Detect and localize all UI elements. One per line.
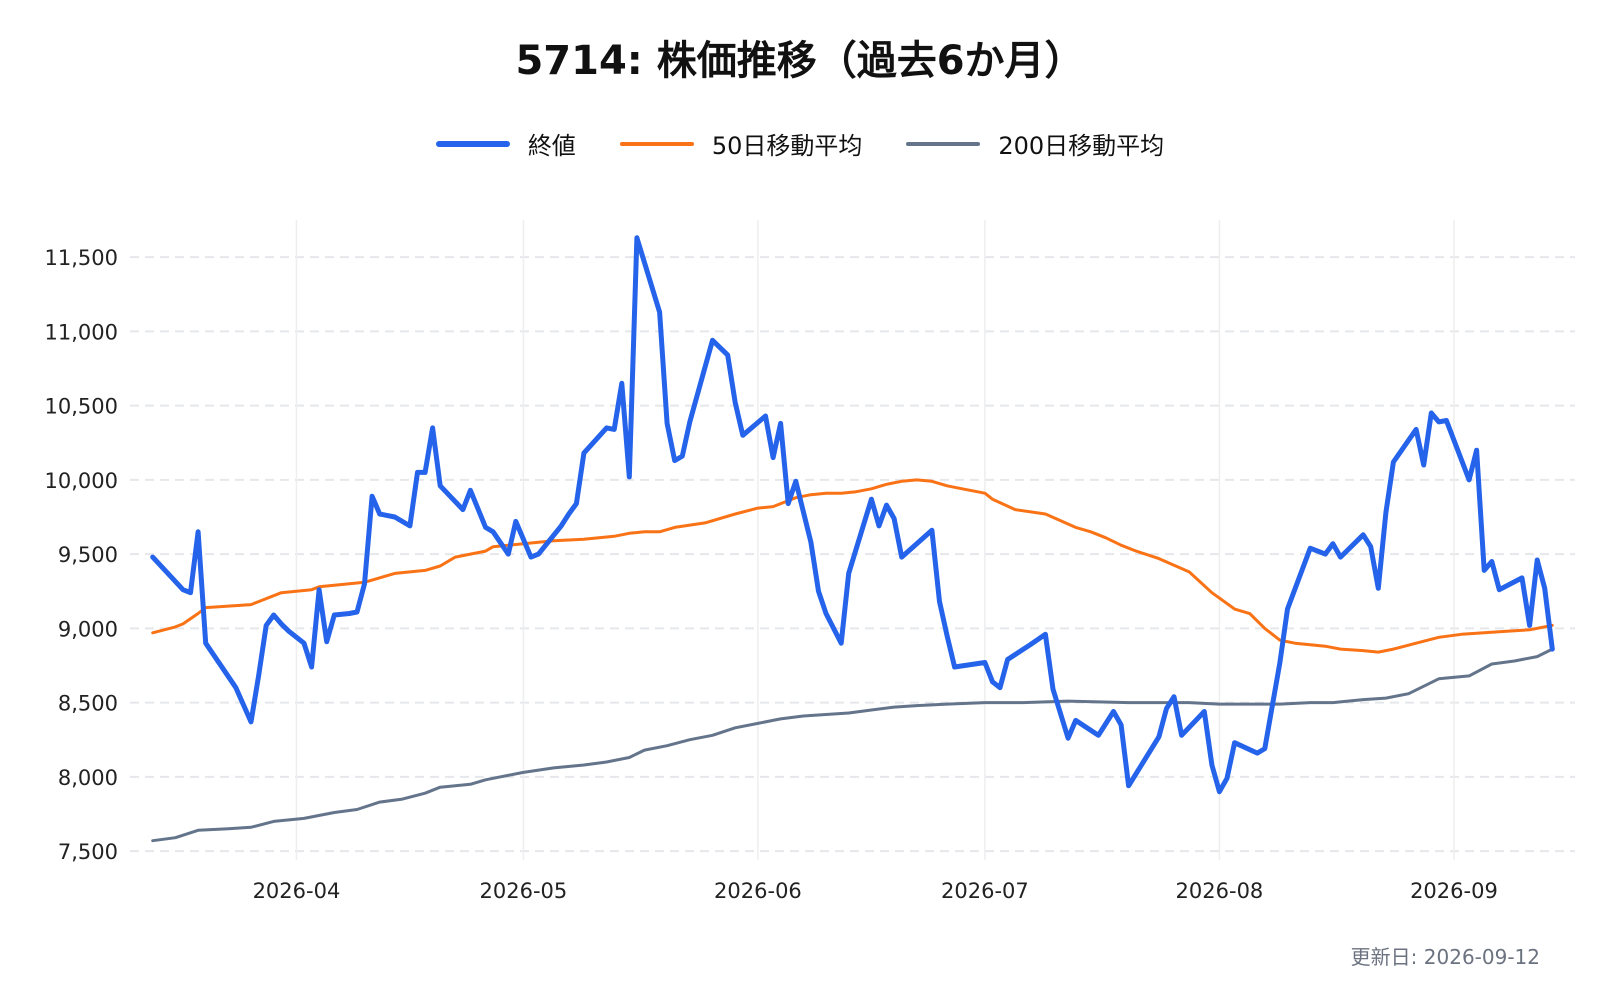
y-tick-label: 9,000 [58,617,118,641]
y-tick-label: 11,000 [45,320,118,344]
legend-label-close: 終値 [527,132,576,160]
y-tick-label: 8,500 [58,692,118,716]
legend-swatch-close [435,140,510,147]
series-line-ma200 [151,647,1554,843]
x-tick-label: 2026-06 [714,879,802,903]
series-line-ma50 [151,478,1554,654]
x-tick-label: 2026-07 [941,879,1029,903]
y-tick-label: 11,500 [45,246,118,270]
x-axis-ticks: 2026-04 2026-05 2026-06 2026-07 2026-08 2026-… [253,879,1498,903]
y-tick-label: 7,500 [58,840,118,864]
legend-item-ma200: 200日移動平均 [906,126,1164,161]
y-axis-ticks: 7,500 8,000 8,500 9,000 9,500 10,000 10,500 11,… [45,246,118,864]
legend-swatch-ma200 [906,141,981,146]
series-line-close [150,235,1555,795]
chart-title: 5714: 株価推移（過去6か月） [515,38,1085,84]
x-tick-label: 2026-04 [253,879,341,903]
updated-date: 更新日: 2026-09-12 [1350,945,1540,969]
legend-label-ma50: 50日移動平均 [711,132,863,160]
x-tick-label: 2026-08 [1176,879,1264,903]
legend-item-ma50: 50日移動平均 [619,126,863,161]
x-tick-label: 2026-05 [480,879,568,903]
legend-swatch-ma50 [619,141,694,146]
legend-item-close: 終値 [435,126,576,161]
series-layer [150,235,1555,843]
y-tick-label: 9,500 [58,543,118,567]
x-tick-label: 2026-09 [1410,879,1498,903]
legend: 終値 50日移動平均 200日移動平均 [0,126,1600,161]
legend-label-ma200: 200日移動平均 [998,132,1165,160]
y-tick-label: 8,000 [58,766,118,790]
y-tick-label: 10,500 [45,395,118,419]
y-tick-label: 10,000 [45,469,118,493]
